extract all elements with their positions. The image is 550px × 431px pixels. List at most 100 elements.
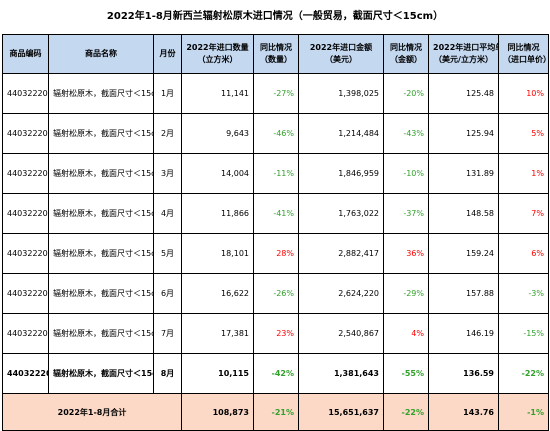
quantity-yoy-cell: -27% — [253, 73, 299, 114]
amt-yoy-header: 同比情况 （金额） — [383, 34, 429, 74]
table-title: 2022年1-8月新西兰辐射松原木进口情况（一般贸易，截面尺寸＜15cm） — [106, 11, 444, 22]
product-name-cell: 辐射松原木，截面尺寸＜15cm — [48, 153, 154, 194]
hs-code-cell: 44032220 — [2, 313, 49, 354]
unit-price-yoy-cell: -15% — [498, 313, 549, 354]
header-row: 商品编码 商品名称 月份 2022年进口数量 （立方米） 同比情况 （数量） 2022年进口金… — [2, 34, 549, 74]
month-cell: 8月 — [153, 353, 182, 394]
amount-cell: 1,381,643 — [298, 353, 384, 394]
month-header: 月份 — [153, 34, 182, 74]
unit-price-cell: 136.59 — [428, 353, 499, 394]
unit-price-cell: 131.89 — [428, 153, 499, 194]
total-row: 2022年1-8月合计 108,873 -21% 15,651,637 -22% 143.… — [2, 393, 549, 431]
total-unit-price-yoy-cell: -1% — [498, 393, 549, 431]
total-quantity-yoy-cell: -21% — [253, 393, 299, 431]
quantity-cell: 14,004 — [181, 153, 254, 194]
quantity-cell: 18,101 — [181, 233, 254, 274]
total-amount-cell: 15,651,637 — [298, 393, 384, 431]
quantity-yoy-cell: -41% — [253, 193, 299, 234]
amount-cell: 1,398,025 — [298, 73, 384, 114]
quantity-cell: 17,381 — [181, 313, 254, 354]
unit-price-yoy-cell: 5% — [498, 113, 549, 154]
product-name-cell: 辐射松原木，截面尺寸＜15cm — [48, 73, 154, 114]
total-unit-price-cell: 143.76 — [428, 393, 499, 431]
amount-cell: 1,214,484 — [298, 113, 384, 154]
quantity-cell: 11,866 — [181, 193, 254, 234]
unit-price-cell: 159.24 — [428, 233, 499, 274]
hs-code-cell: 44032220 — [2, 73, 49, 114]
amount-cell: 2,540,867 — [298, 313, 384, 354]
unit-price-yoy-cell: 7% — [498, 193, 549, 234]
price-yoy-header: 同比情况 （进口单价） — [498, 34, 549, 74]
unit-price-yoy-cell: -3% — [498, 273, 549, 314]
product-name-cell: 辐射松原木，截面尺寸＜15cm — [48, 113, 154, 154]
name-header: 商品名称 — [48, 34, 154, 74]
amount-cell: 2,882,417 — [298, 233, 384, 274]
product-name-cell: 辐射松原木，截面尺寸＜15cm — [48, 193, 154, 234]
unit-price-cell: 125.94 — [428, 113, 499, 154]
unit-price-cell: 157.88 — [428, 273, 499, 314]
amount-yoy-cell: -37% — [383, 193, 429, 234]
qty-header: 2022年进口数量 （立方米） — [181, 34, 254, 74]
amount-yoy-cell: -29% — [383, 273, 429, 314]
quantity-cell: 9,643 — [181, 113, 254, 154]
quantity-yoy-cell: -46% — [253, 113, 299, 154]
unit-price-yoy-cell: 1% — [498, 153, 549, 194]
quantity-cell: 11,141 — [181, 73, 254, 114]
unit-price-cell: 146.19 — [428, 313, 499, 354]
hs-code-cell: 44032220 — [2, 273, 49, 314]
table-row: 44032220 辐射松原木，截面尺寸＜15cm 3月 14,004 -11% 1,846… — [2, 153, 549, 194]
hs-code-cell: 44032220 — [2, 233, 49, 274]
hs-code-cell: 44032220 — [2, 153, 49, 194]
amount-cell: 1,763,022 — [298, 193, 384, 234]
table-row: 44032220 辐射松原木，截面尺寸＜15cm 6月 16,622 -26% 2,624… — [2, 273, 549, 314]
price-header: 2022年进口平均单价（美元/立方米） — [428, 34, 499, 74]
table-row: 44032220 辐射松原木，截面尺寸＜15cm 2月 9,643 -46% 1,214,… — [2, 113, 549, 154]
total-quantity-cell: 108,873 — [181, 393, 254, 431]
amt-header: 2022年进口金额 （美元） — [298, 34, 384, 74]
quantity-yoy-cell: 28% — [253, 233, 299, 274]
hs-code-cell: 44032220 — [2, 113, 49, 154]
import-table: 商品编码 商品名称 月份 2022年进口数量 （立方米） 同比情况 （数量） 2022年进口金… — [2, 34, 549, 431]
month-cell: 3月 — [153, 153, 182, 194]
amount-yoy-cell: 4% — [383, 313, 429, 354]
amount-yoy-cell: -10% — [383, 153, 429, 194]
unit-price-yoy-cell: -22% — [498, 353, 549, 394]
quantity-yoy-cell: -42% — [253, 353, 299, 394]
table-row: 44032220辐射松原木，截面尺寸＜15cm8月10,115-42%1,381… — [2, 353, 549, 394]
product-name-cell: 辐射松原木，截面尺寸＜15cm — [48, 353, 154, 394]
month-cell: 7月 — [153, 313, 182, 354]
unit-price-yoy-cell: 10% — [498, 73, 549, 114]
qty-yoy-header: 同比情况 （数量） — [253, 34, 299, 74]
total-label-cell: 2022年1-8月合计 — [2, 393, 182, 431]
amount-yoy-cell: -55% — [383, 353, 429, 394]
table-row: 44032220 辐射松原木，截面尺寸＜15cm 5月 18,101 28% 2,882,… — [2, 233, 549, 274]
table-body: 44032220 辐射松原木，截面尺寸＜15cm 1月 11,141 -27% 1,398… — [2, 73, 549, 431]
hs-code-cell: 44032220 — [2, 193, 49, 234]
quantity-yoy-cell: -26% — [253, 273, 299, 314]
month-cell: 5月 — [153, 233, 182, 274]
unit-price-yoy-cell: 6% — [498, 233, 549, 274]
product-name-cell: 辐射松原木，截面尺寸＜15cm — [48, 233, 154, 274]
table-row: 44032220 辐射松原木，截面尺寸＜15cm 4月 11,866 -41% 1,763… — [2, 193, 549, 234]
quantity-yoy-cell: 23% — [253, 313, 299, 354]
month-cell: 2月 — [153, 113, 182, 154]
amount-yoy-cell: -20% — [383, 73, 429, 114]
month-cell: 4月 — [153, 193, 182, 234]
product-name-cell: 辐射松原木，截面尺寸＜15cm — [48, 273, 154, 314]
month-cell: 1月 — [153, 73, 182, 114]
total-amount-yoy-cell: -22% — [383, 393, 429, 431]
amount-cell: 2,624,220 — [298, 273, 384, 314]
quantity-cell: 10,115 — [181, 353, 254, 394]
product-name-cell: 辐射松原木，截面尺寸＜15cm — [48, 313, 154, 354]
quantity-cell: 16,622 — [181, 273, 254, 314]
amount-cell: 1,846,959 — [298, 153, 384, 194]
amount-yoy-cell: -43% — [383, 113, 429, 154]
month-cell: 6月 — [153, 273, 182, 314]
amount-yoy-cell: 36% — [383, 233, 429, 274]
unit-price-cell: 148.58 — [428, 193, 499, 234]
table-row: 44032220 辐射松原木，截面尺寸＜15cm 1月 11,141 -27% 1,398… — [2, 73, 549, 114]
hs-code-cell: 44032220 — [2, 353, 49, 394]
unit-price-cell: 125.48 — [428, 73, 499, 114]
table-row: 44032220 辐射松原木，截面尺寸＜15cm 7月 17,381 23% 2,540,… — [2, 313, 549, 354]
code-header: 商品编码 — [2, 34, 49, 74]
